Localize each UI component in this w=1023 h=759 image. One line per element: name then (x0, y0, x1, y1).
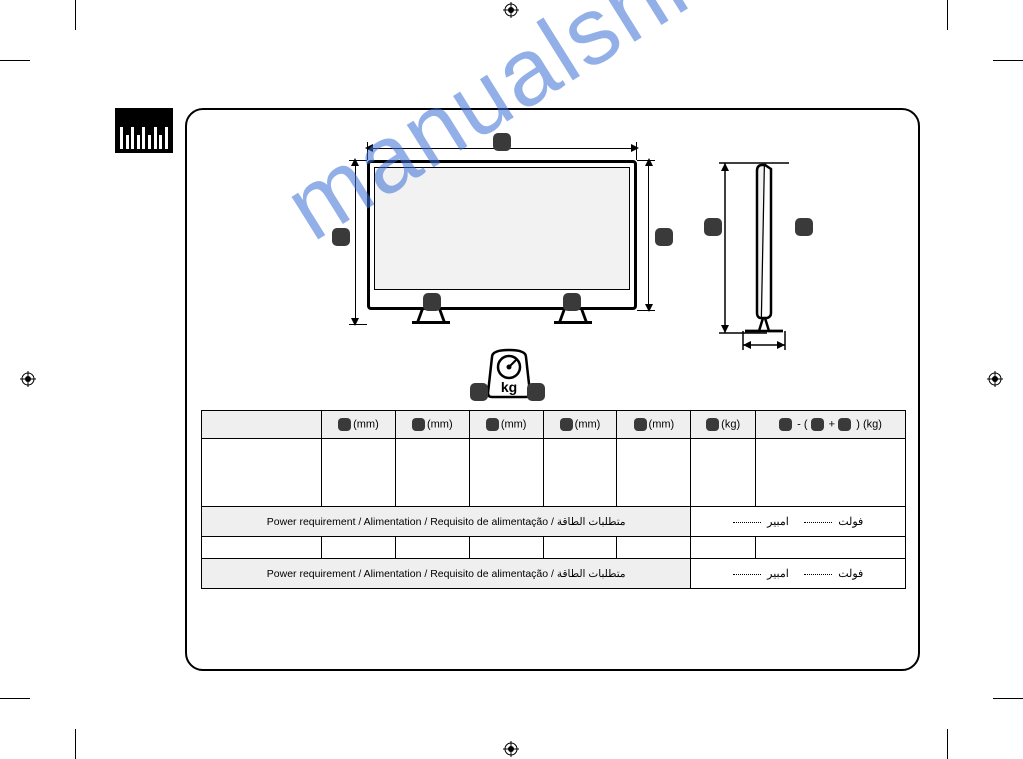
col-weight: (kg) (691, 411, 756, 439)
crop-mark (75, 729, 76, 759)
dimension-marker (527, 383, 545, 401)
col-dim1: (mm) (322, 411, 396, 439)
power-row: Power requirement / Alimentation / Requi… (202, 559, 906, 589)
registration-mark-icon (503, 2, 519, 18)
power-value: فولت امبير (691, 507, 906, 537)
col-dim4: (mm) (543, 411, 617, 439)
svg-text:kg: kg (501, 379, 517, 395)
dimension-marker (795, 218, 813, 236)
ruler-icon (115, 108, 173, 153)
unit-label: (mm) (649, 418, 675, 430)
crop-mark (0, 60, 30, 61)
tv-side-view (707, 155, 807, 355)
col-dim5: (mm) (617, 411, 691, 439)
crop-mark (75, 0, 76, 30)
col-dim3: (mm) (469, 411, 543, 439)
power-row: Power requirement / Alimentation / Requi… (202, 507, 906, 537)
unit-label: (mm) (353, 418, 379, 430)
unit-label: (mm) (427, 418, 453, 430)
power-value: فولت امبير (691, 559, 906, 589)
col-weight-combo: - ( + ) (kg) (756, 411, 906, 439)
registration-mark-icon (987, 371, 1003, 387)
col-dim2: (mm) (395, 411, 469, 439)
spec-panel: kg (mm) (mm) (mm) (mm) (mm) (kg) - ( + )… (185, 108, 920, 671)
table-header-row: (mm) (mm) (mm) (mm) (mm) (kg) - ( + ) (k… (202, 411, 906, 439)
dimension-marker (704, 218, 722, 236)
power-requirement-label: Power requirement / Alimentation / Requi… (202, 507, 691, 537)
unit-label: (kg) (721, 418, 740, 430)
tv-front-view (367, 160, 637, 320)
dimension-marker (563, 293, 581, 311)
table-row (202, 537, 906, 559)
unit-label: (mm) (575, 418, 601, 430)
registration-mark-icon (503, 741, 519, 757)
dimension-diagram: kg (247, 130, 857, 400)
specifications-table: (mm) (mm) (mm) (mm) (mm) (kg) - ( + ) (k… (201, 410, 906, 589)
unit-label: (kg) (863, 418, 882, 430)
dimension-marker (423, 293, 441, 311)
dimension-marker (493, 133, 511, 151)
crop-mark (0, 698, 30, 699)
col-model (202, 411, 322, 439)
crop-mark (993, 698, 1023, 699)
dimension-marker (470, 383, 488, 401)
unit-label: (mm) (501, 418, 527, 430)
power-requirement-label: Power requirement / Alimentation / Requi… (202, 559, 691, 589)
crop-mark (947, 729, 948, 759)
dimension-marker (332, 228, 350, 246)
crop-mark (947, 0, 948, 30)
registration-mark-icon (20, 371, 36, 387)
dimension-marker (655, 228, 673, 246)
table-row (202, 439, 906, 507)
crop-mark (993, 60, 1023, 61)
